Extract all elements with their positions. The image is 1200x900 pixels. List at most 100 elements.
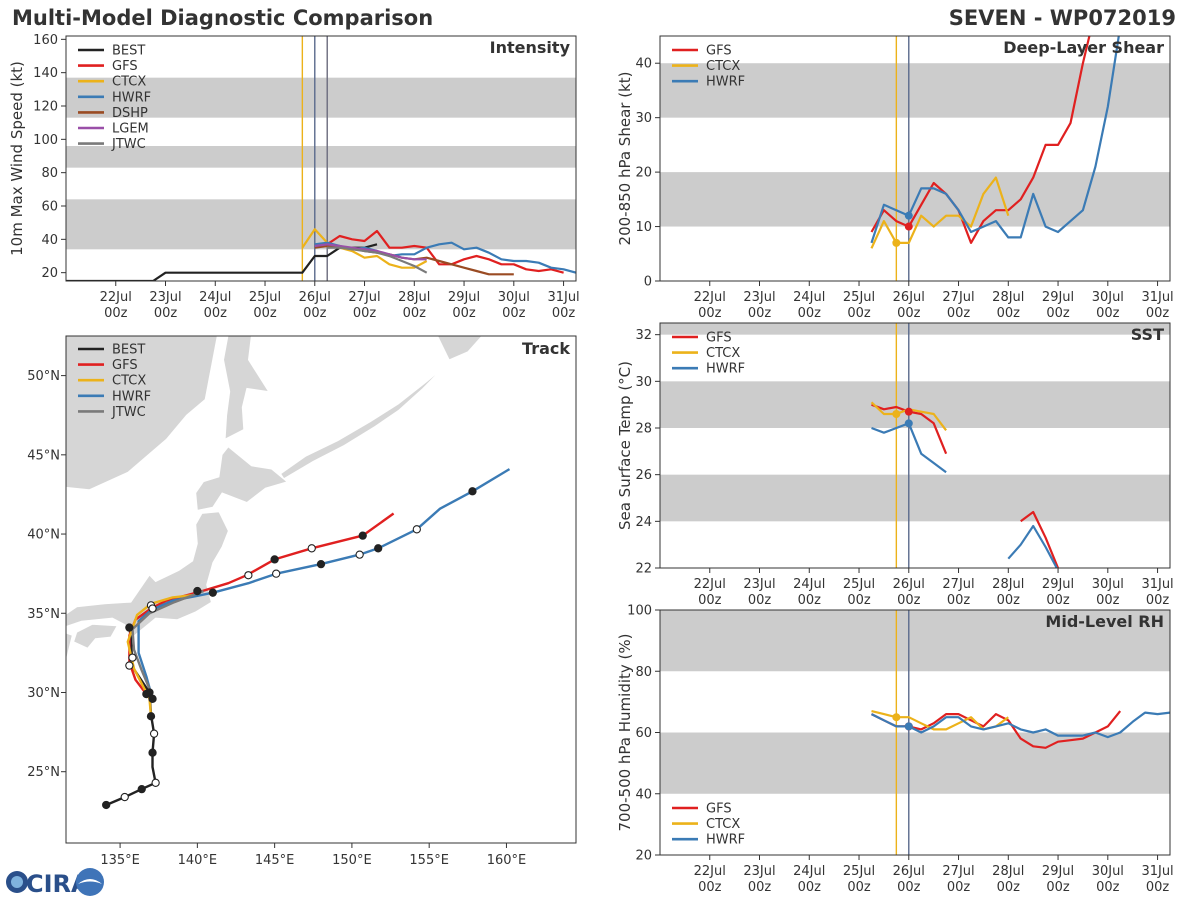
shear-series-ctcx-1: [870, 176, 1010, 249]
shear-ytick-label: 30: [635, 111, 652, 126]
track-ytick-label: 25°N: [27, 765, 60, 780]
track-xtick-label: 160°E: [487, 853, 527, 868]
track-marker-best: [125, 661, 134, 670]
track-ytick-label: 40°N: [27, 528, 60, 543]
intensity-xtick-hour: 00z: [253, 306, 277, 321]
rh-ylabel: 700-500 hPa Humidity (%): [616, 633, 634, 831]
sst-xtick-hour: 00z: [947, 593, 971, 608]
track-marker-best: [151, 778, 160, 787]
shear-xtick-date: 22Jul: [694, 290, 726, 305]
intensity-series-gfs-1: [326, 229, 564, 274]
track-legend-label-ctcx: CTCX: [112, 374, 146, 389]
sst-xtick-hour: 00z: [1096, 593, 1120, 608]
track-marker-gfs: [193, 586, 202, 596]
intensity-xtick-date: 27Jul: [348, 290, 380, 305]
rh-band-1: [660, 610, 1170, 672]
logo-bird-icon: [78, 879, 102, 884]
track-ytick-label: 30°N: [27, 686, 60, 701]
rh-legend-label-hwrf: HWRF: [706, 833, 745, 848]
track-marker-hwrf: [468, 487, 477, 496]
track-marker-best: [120, 792, 129, 802]
sst-ytick-label: 30: [635, 375, 652, 390]
intensity-panel: 2040608010012014016022Jul00z23Jul00z24Ju…: [8, 33, 580, 321]
sst-xtick-date: 22Jul: [694, 577, 726, 592]
sst-xtick-hour: 00z: [748, 593, 772, 608]
land-kamchatka: [437, 336, 483, 361]
shear-ytick-label: 40: [635, 57, 652, 72]
intensity-legend-label-dshp: DSHP: [112, 106, 148, 121]
logo-seal-icon: [76, 868, 104, 896]
sst-ytick-label: 22: [635, 562, 652, 577]
rh-xtick-hour: 00z: [1146, 880, 1170, 895]
rh-xtick-date: 25Jul: [843, 864, 875, 879]
track-panel: 135°E 140°E 145°E 150°E 155°E 160°E 25°N 30°N 35…: [27, 335, 577, 868]
rh-legend-label-gfs: GFS: [706, 802, 732, 817]
sst-xtick-hour: 00z: [698, 593, 722, 608]
shear-panel: 01020304022Jul00z23Jul00z24Jul00z25Jul00…: [616, 35, 1174, 321]
shear-marker-hwrf: [904, 211, 913, 220]
sst-xtick-hour: 00z: [1046, 593, 1070, 608]
sst-xtick-hour: 00z: [897, 593, 921, 608]
intensity-ytick-label: 120: [33, 100, 58, 115]
intensity-xtick-date: 26Jul: [299, 290, 331, 305]
intensity-xtick-hour: 00z: [154, 306, 178, 321]
intensity-series-ctcx-2: [301, 228, 428, 269]
track-legend-label-jtwc: JTWC: [111, 405, 146, 420]
intensity-band-1: [66, 146, 576, 168]
shear-xtick-hour: 00z: [798, 306, 822, 321]
sst-legend-label-gfs: GFS: [706, 331, 732, 346]
sst-xtick-date: 25Jul: [843, 577, 875, 592]
track-legend-label-hwrf: HWRF: [112, 389, 151, 404]
rh-xtick-date: 30Jul: [1092, 864, 1124, 879]
land-kurils: [280, 362, 450, 480]
sst-ytick-label: 26: [635, 468, 652, 483]
rh-xtick-hour: 00z: [1096, 880, 1120, 895]
intensity-legend-label-ctcx: CTCX: [112, 75, 146, 90]
track-marker-best: [102, 800, 111, 810]
intensity-ytick-label: 40: [41, 233, 58, 248]
cira-logo: CIRA: [6, 868, 104, 898]
intensity-legend-label-hwrf: HWRF: [112, 90, 151, 105]
intensity-ytick-label: 60: [41, 200, 58, 215]
track-title: Track: [522, 339, 570, 358]
rh-xtick-hour: 00z: [748, 880, 772, 895]
sst-ytick-label: 28: [635, 422, 652, 437]
track-legend-label-gfs: GFS: [112, 358, 138, 373]
rh-xtick-date: 28Jul: [992, 864, 1024, 879]
sst-ylabel: Sea Surface Temp (°C): [616, 361, 634, 530]
rh-xtick-date: 23Jul: [743, 864, 775, 879]
shear-ytick-label: 20: [635, 166, 652, 181]
sst-panel: 22242628303222Jul00z23Jul00z24Jul00z25Ju…: [616, 322, 1174, 608]
track-marker-gfs: [358, 531, 367, 540]
intensity-title: Intensity: [490, 38, 571, 57]
rh-xtick-hour: 00z: [798, 880, 822, 895]
intensity-xtick-hour: 00z: [502, 306, 526, 321]
track-xtick-label: 150°E: [332, 853, 372, 868]
intensity-xtick-hour: 00z: [204, 306, 228, 321]
land-hokkaido: [195, 446, 288, 511]
sst-series-gfs-1: [1020, 510, 1060, 568]
land-shikoku: [73, 623, 118, 649]
rh-xtick-hour: 00z: [947, 880, 971, 895]
rh-xtick-date: 31Jul: [1141, 864, 1173, 879]
shear-xtick-hour: 00z: [897, 306, 921, 321]
rh-series-ctcx-1: [871, 710, 1009, 731]
track-series-hwrf: [137, 468, 511, 700]
rh-ytick-label: 100: [627, 604, 652, 619]
shear-marker-gfs: [904, 222, 913, 231]
shear-xtick-hour: 00z: [748, 306, 772, 321]
land-sakhalin: [223, 336, 270, 440]
rh-ytick-label: 60: [635, 726, 652, 741]
rh-xtick-date: 27Jul: [942, 864, 974, 879]
track-marker-hwrf: [316, 560, 326, 569]
track-marker-gfs: [142, 689, 151, 699]
track-marker-best: [149, 729, 159, 738]
intensity-xtick-date: 23Jul: [149, 290, 181, 305]
sst-legend-label-ctcx: CTCX: [706, 346, 740, 361]
intensity-xtick-date: 29Jul: [448, 290, 480, 305]
shear-xtick-hour: 00z: [997, 306, 1021, 321]
shear-ylabel: 200-850 hPa Shear (kt): [616, 72, 634, 246]
intensity-xtick-hour: 00z: [104, 306, 128, 321]
rh-xtick-date: 26Jul: [893, 864, 925, 879]
track-marker-best: [148, 748, 157, 757]
